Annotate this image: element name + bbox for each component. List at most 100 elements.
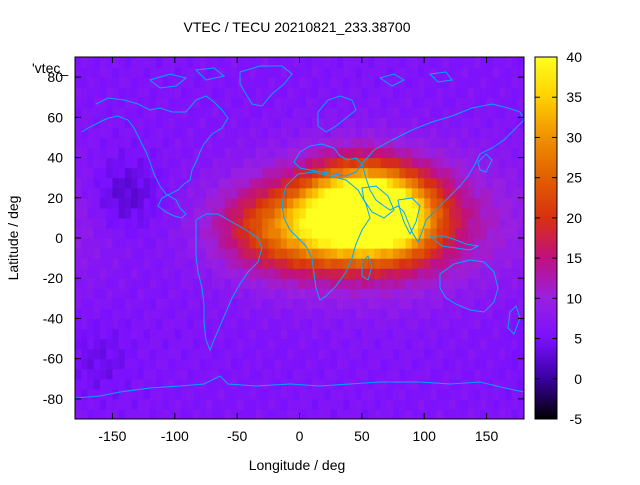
heat-cell xyxy=(249,57,257,68)
heat-cell xyxy=(268,308,276,320)
heat-cell xyxy=(424,207,432,219)
heat-cell xyxy=(237,97,244,108)
heat-cell xyxy=(355,258,363,269)
heat-cell xyxy=(255,408,263,419)
heat-cell xyxy=(93,358,101,370)
heat-cell xyxy=(237,308,244,320)
heat-cell xyxy=(268,157,276,169)
heat-cell xyxy=(436,97,444,108)
heat-cell xyxy=(106,207,114,219)
heat-cell xyxy=(436,248,444,259)
heat-cell xyxy=(361,308,369,320)
heat-cell xyxy=(361,298,369,309)
heat-cell xyxy=(162,97,170,108)
heat-cell xyxy=(224,238,232,249)
heat-cell xyxy=(299,147,307,159)
heat-cell xyxy=(287,137,294,149)
heat-cell xyxy=(75,57,82,68)
heat-cell xyxy=(305,308,313,320)
heat-cell xyxy=(274,157,282,169)
heat-cell xyxy=(299,328,307,340)
heat-cell xyxy=(393,137,400,149)
heat-cell xyxy=(143,368,151,380)
heat-cell xyxy=(499,368,506,380)
heat-cell xyxy=(81,137,89,149)
heat-cell xyxy=(274,288,282,299)
heat-cell xyxy=(374,137,382,149)
heat-cell xyxy=(143,137,151,149)
heat-cell xyxy=(262,308,269,320)
heat-cell xyxy=(424,288,432,299)
heat-cell xyxy=(474,87,481,98)
heat-cell xyxy=(118,167,126,179)
heat-cell xyxy=(205,147,213,159)
heat-cell xyxy=(349,147,357,159)
heat-cell xyxy=(268,167,276,179)
heat-cell xyxy=(199,328,207,340)
heat-cell xyxy=(93,227,101,239)
heat-cell xyxy=(112,97,120,108)
heat-cell xyxy=(399,67,407,78)
heat-cell xyxy=(461,67,469,78)
heat-cell xyxy=(181,408,188,419)
heat-cell xyxy=(505,238,513,249)
heat-cell xyxy=(324,197,332,209)
heat-cell xyxy=(380,358,388,370)
heat-cell xyxy=(368,338,375,350)
heat-cell xyxy=(505,167,513,179)
heat-cell xyxy=(380,308,388,320)
heat-cell xyxy=(81,388,89,400)
heat-cell xyxy=(187,217,195,229)
heat-cell xyxy=(212,298,220,309)
heat-cell xyxy=(330,187,338,199)
heat-cell xyxy=(131,137,138,149)
heat-cell xyxy=(93,298,101,309)
heat-cell xyxy=(411,107,419,118)
heat-cell xyxy=(230,408,238,419)
heat-cell xyxy=(199,398,207,410)
heat-cell xyxy=(455,268,463,279)
heat-cell xyxy=(393,328,400,340)
heat-cell xyxy=(324,238,332,249)
heat-cell xyxy=(218,248,226,259)
heat-cell xyxy=(436,137,444,149)
heat-cell xyxy=(131,348,138,360)
heat-cell xyxy=(112,288,120,299)
heat-cell xyxy=(205,368,213,380)
heat-cell xyxy=(318,197,326,209)
heat-cell xyxy=(293,238,301,249)
heat-cell xyxy=(112,117,120,128)
heat-cell xyxy=(417,298,425,309)
heat-cell xyxy=(517,378,524,390)
heat-cell xyxy=(205,187,213,199)
heat-cell xyxy=(374,268,382,279)
heat-cell xyxy=(218,378,226,390)
heat-cell xyxy=(243,157,251,169)
heat-cell xyxy=(124,77,132,88)
heat-cell xyxy=(205,358,213,370)
heat-cell xyxy=(149,358,157,370)
heat-cell xyxy=(474,77,481,88)
heat-cell xyxy=(499,278,506,289)
heat-cell xyxy=(305,67,313,78)
heat-cell xyxy=(87,117,95,128)
heat-cell xyxy=(511,197,519,209)
heat-cell xyxy=(386,268,394,279)
heat-cell xyxy=(118,197,126,209)
heat-cell xyxy=(411,137,419,149)
heat-cell xyxy=(149,398,157,410)
heat-cell xyxy=(455,97,463,108)
heat-cell xyxy=(517,238,524,249)
heat-cell xyxy=(262,57,269,68)
heat-cell xyxy=(262,107,269,118)
heat-cell xyxy=(75,278,82,289)
heat-cell xyxy=(361,77,369,88)
heat-cell xyxy=(168,77,176,88)
heat-cell xyxy=(305,318,313,330)
heat-cell xyxy=(486,318,494,330)
heat-cell xyxy=(199,107,207,118)
heat-cell xyxy=(318,87,326,98)
heat-cell xyxy=(199,177,207,189)
heat-cell xyxy=(374,238,382,249)
heat-cell xyxy=(81,408,89,419)
